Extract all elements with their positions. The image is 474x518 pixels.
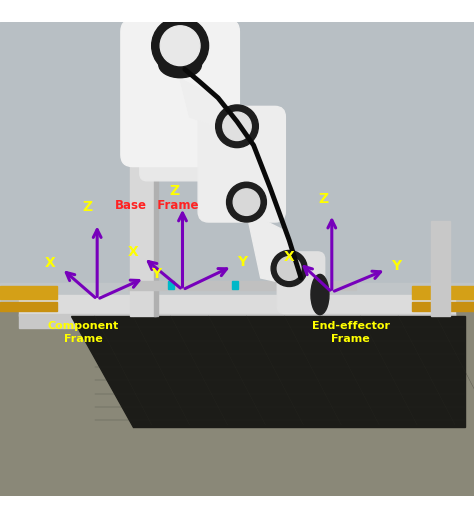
Text: Y: Y (151, 267, 161, 281)
Circle shape (233, 189, 260, 215)
Bar (412, 301, 474, 311)
Circle shape (223, 112, 251, 140)
Text: Z: Z (318, 192, 328, 206)
Polygon shape (246, 211, 303, 287)
Bar (431, 221, 450, 316)
Text: Z: Z (169, 184, 180, 198)
FancyBboxPatch shape (277, 252, 325, 313)
FancyBboxPatch shape (121, 20, 239, 167)
Bar (0, 286, 57, 299)
Circle shape (160, 26, 200, 66)
FancyBboxPatch shape (140, 110, 216, 181)
Bar (0, 22, 474, 287)
FancyBboxPatch shape (198, 106, 285, 222)
Bar (0, 283, 474, 316)
Circle shape (271, 251, 307, 286)
Bar (130, 164, 156, 316)
Ellipse shape (159, 52, 201, 78)
Bar (0, 307, 474, 496)
Circle shape (152, 17, 209, 74)
Bar (19, 313, 455, 328)
Text: Y: Y (391, 259, 401, 273)
Text: Z: Z (82, 200, 93, 214)
Bar (154, 164, 158, 316)
Text: X: X (128, 245, 138, 259)
Polygon shape (180, 79, 251, 140)
Bar (412, 286, 474, 299)
Bar (19, 295, 455, 316)
Ellipse shape (311, 275, 329, 315)
Polygon shape (71, 316, 465, 427)
Bar (128, 281, 356, 290)
Bar (168, 281, 174, 290)
Circle shape (277, 256, 301, 280)
Circle shape (216, 105, 258, 148)
Circle shape (227, 182, 266, 222)
Bar (232, 281, 238, 290)
Text: Base: Base (115, 198, 147, 211)
Text: Frame: Frame (149, 198, 199, 211)
Text: Y: Y (237, 255, 247, 269)
Text: X: X (284, 250, 295, 264)
Text: Component
Frame: Component Frame (47, 321, 118, 344)
Bar (0, 301, 57, 311)
Text: End-effector
Frame: End-effector Frame (312, 321, 390, 344)
Text: X: X (45, 256, 56, 270)
